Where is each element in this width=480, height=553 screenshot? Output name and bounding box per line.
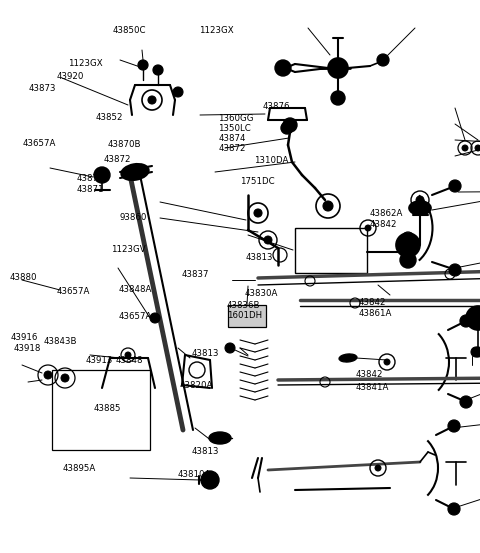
Text: 1751DC: 1751DC <box>240 177 275 186</box>
Text: 43861A: 43861A <box>359 309 393 318</box>
Text: 43873: 43873 <box>29 84 56 93</box>
Text: 1310DA: 1310DA <box>254 156 289 165</box>
Circle shape <box>448 420 460 432</box>
Circle shape <box>254 209 262 217</box>
Text: 43813: 43813 <box>246 253 273 262</box>
Circle shape <box>275 60 291 76</box>
Circle shape <box>400 252 416 268</box>
Circle shape <box>396 233 420 257</box>
Text: 43875B: 43875B <box>77 174 110 182</box>
Circle shape <box>466 306 480 330</box>
Circle shape <box>138 60 148 70</box>
Circle shape <box>153 65 163 75</box>
Text: 43837: 43837 <box>181 270 209 279</box>
Ellipse shape <box>209 432 231 444</box>
Text: 43842: 43842 <box>370 220 397 229</box>
Circle shape <box>460 315 472 327</box>
Text: 93860: 93860 <box>119 213 146 222</box>
Text: 43885: 43885 <box>94 404 121 413</box>
Text: 43880: 43880 <box>10 273 37 282</box>
Text: 43657A: 43657A <box>119 312 153 321</box>
Text: 43836B: 43836B <box>227 301 260 310</box>
Circle shape <box>173 87 183 97</box>
Text: 43657A: 43657A <box>23 139 57 148</box>
Ellipse shape <box>339 354 357 362</box>
Circle shape <box>471 347 480 357</box>
Text: 1123GV: 1123GV <box>111 246 146 254</box>
Text: 43916: 43916 <box>11 333 38 342</box>
Ellipse shape <box>121 164 149 180</box>
Circle shape <box>148 96 156 104</box>
Circle shape <box>460 396 472 408</box>
Text: 1123GX: 1123GX <box>68 59 103 68</box>
Circle shape <box>94 167 110 183</box>
Text: 43872: 43872 <box>218 144 246 153</box>
Text: 43920: 43920 <box>57 72 84 81</box>
Text: 43843B: 43843B <box>43 337 77 346</box>
Circle shape <box>416 196 424 204</box>
Text: 43657A: 43657A <box>57 287 90 296</box>
Text: 43850C: 43850C <box>113 26 146 35</box>
Bar <box>52 370 150 450</box>
Circle shape <box>334 64 342 72</box>
Text: 1601DH: 1601DH <box>227 311 262 320</box>
Text: 43842: 43842 <box>359 298 386 307</box>
Circle shape <box>283 118 297 132</box>
Bar <box>228 305 266 327</box>
Circle shape <box>473 347 480 357</box>
Text: 43876: 43876 <box>263 102 290 111</box>
Text: 1123GX: 1123GX <box>199 26 234 35</box>
Text: 43913: 43913 <box>85 356 113 365</box>
Text: 1360GG: 1360GG <box>218 114 254 123</box>
Circle shape <box>331 91 345 105</box>
Circle shape <box>384 359 390 365</box>
Circle shape <box>150 313 160 323</box>
Circle shape <box>125 352 131 358</box>
Circle shape <box>201 471 219 489</box>
Circle shape <box>264 236 272 244</box>
Text: 43820A: 43820A <box>180 382 214 390</box>
Text: 43813: 43813 <box>192 447 219 456</box>
Circle shape <box>448 503 460 515</box>
Text: 43872: 43872 <box>103 155 131 164</box>
Text: 43852: 43852 <box>96 113 123 122</box>
Circle shape <box>281 122 293 134</box>
Circle shape <box>323 201 333 211</box>
Circle shape <box>449 180 461 192</box>
Circle shape <box>44 371 52 379</box>
Text: 43842: 43842 <box>355 371 383 379</box>
Text: 43918: 43918 <box>13 344 41 353</box>
Circle shape <box>475 145 480 151</box>
Circle shape <box>365 225 371 231</box>
Text: 43871: 43871 <box>77 185 104 194</box>
Text: 43841A: 43841A <box>355 383 389 392</box>
Text: 43870B: 43870B <box>108 140 142 149</box>
Text: 43810A: 43810A <box>178 470 211 479</box>
Bar <box>295 228 367 273</box>
Text: 43848A: 43848A <box>119 285 153 294</box>
Text: 43874: 43874 <box>218 134 246 143</box>
Circle shape <box>377 54 389 66</box>
Text: 43895A: 43895A <box>62 465 96 473</box>
Text: 43830A: 43830A <box>245 289 278 298</box>
Circle shape <box>375 465 381 471</box>
Text: 1350LC: 1350LC <box>218 124 251 133</box>
Circle shape <box>328 58 348 78</box>
Text: 43862A: 43862A <box>370 209 403 218</box>
Circle shape <box>462 145 468 151</box>
Text: 43848: 43848 <box>115 356 143 365</box>
Circle shape <box>61 374 69 382</box>
Circle shape <box>225 343 235 353</box>
Text: 43813: 43813 <box>192 349 219 358</box>
Circle shape <box>449 264 461 276</box>
Ellipse shape <box>409 201 431 215</box>
